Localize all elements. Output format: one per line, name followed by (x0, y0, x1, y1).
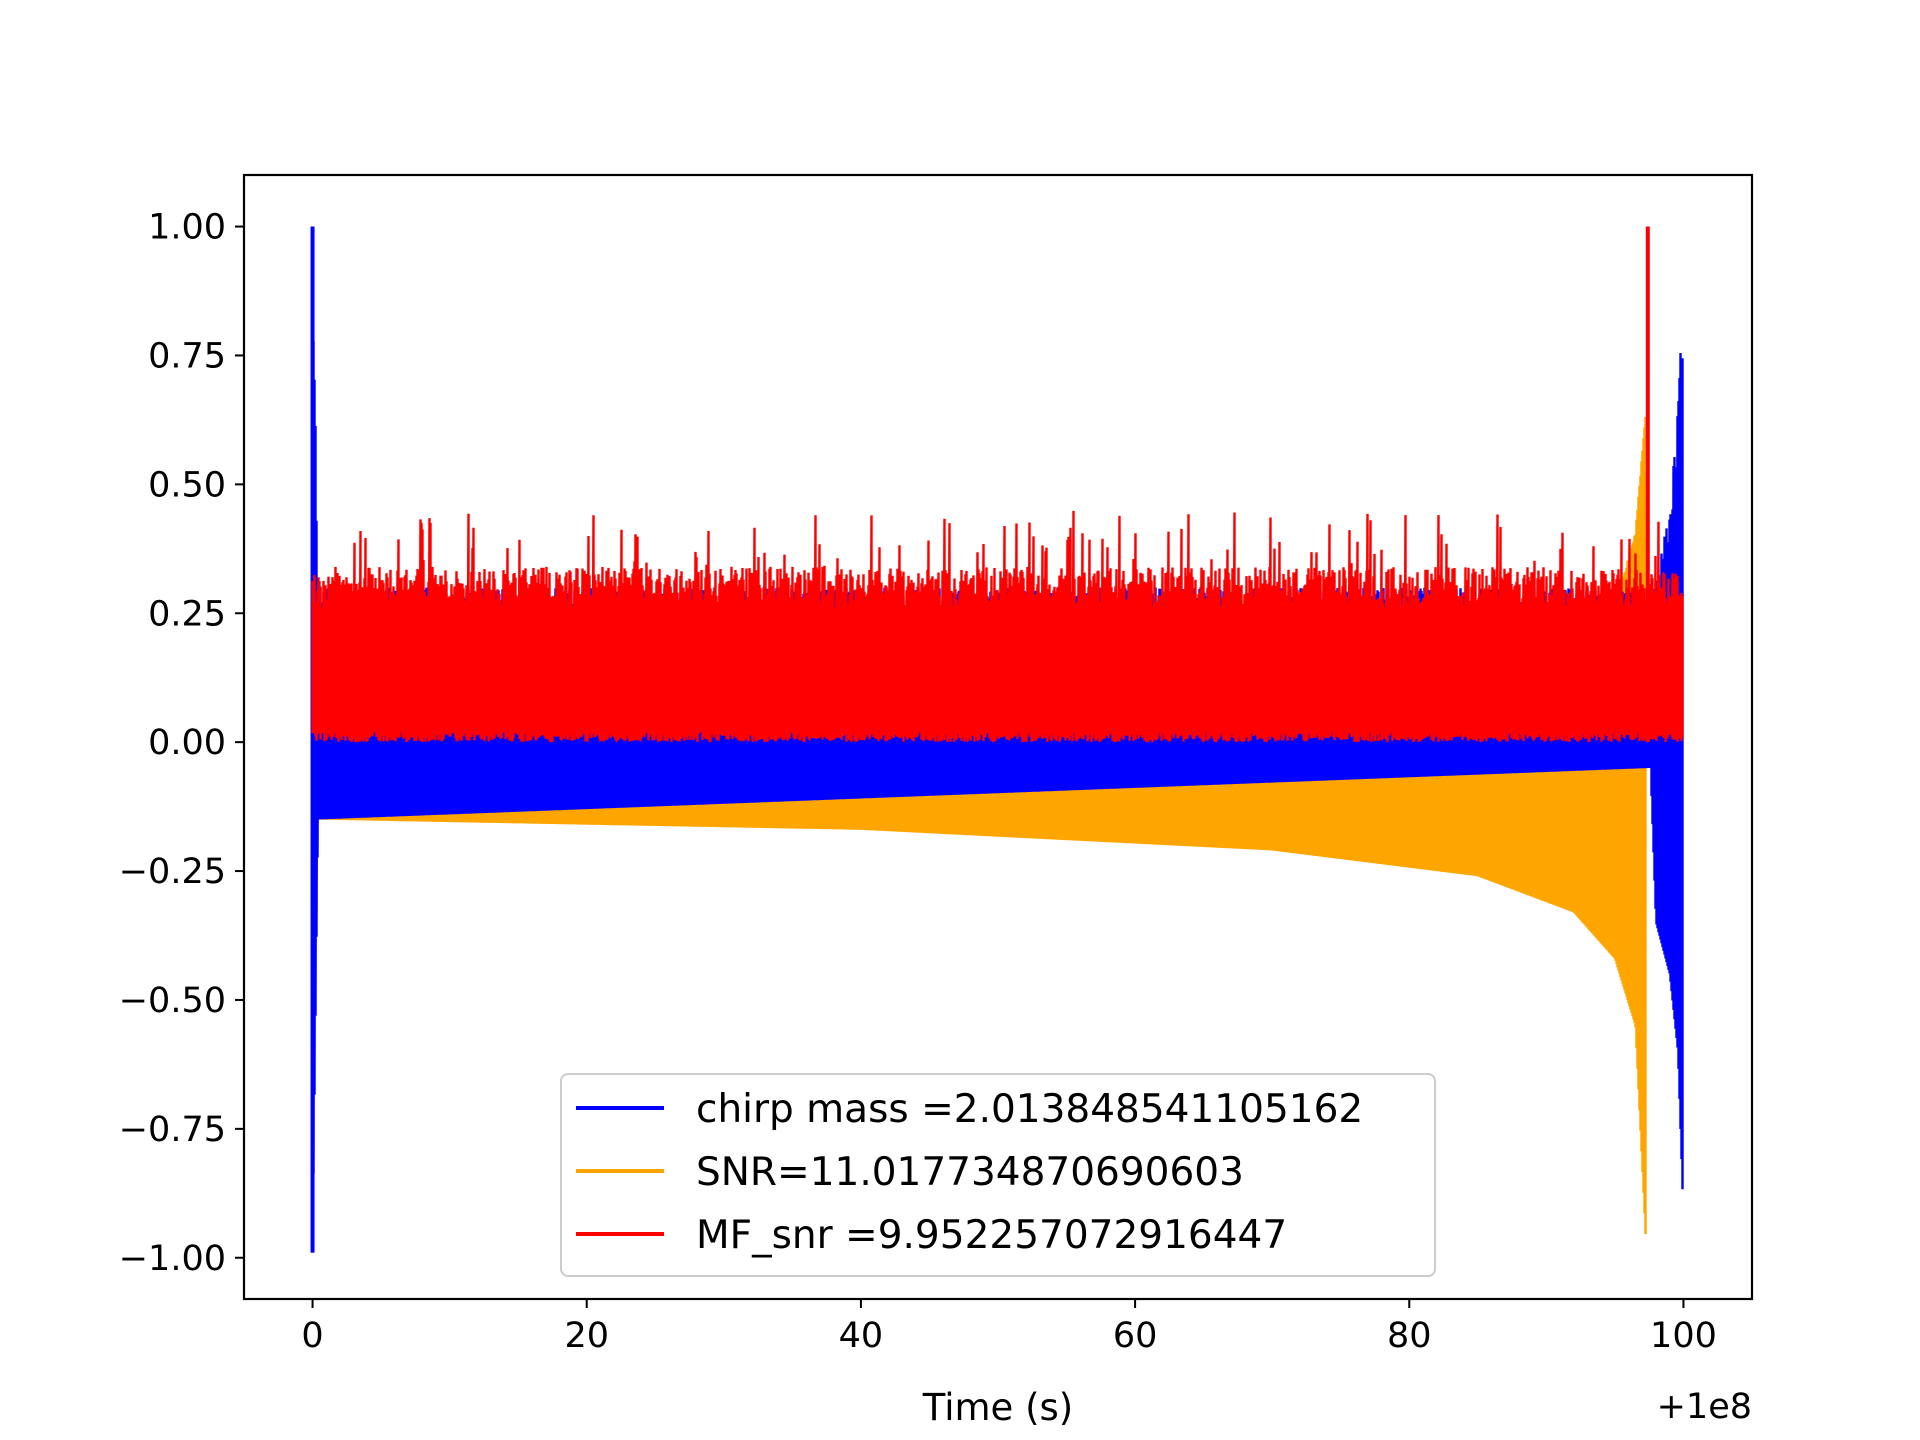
y-tick-label: −0.75 (119, 1110, 226, 1150)
x-tick-label: 40 (839, 1316, 884, 1356)
legend-label-mf-snr: MF_snr =9.952257072916447 (696, 1213, 1287, 1258)
y-tick-label: 0.25 (148, 594, 226, 634)
x-tick-label: 80 (1387, 1316, 1432, 1356)
axes-frame (242, 173, 1754, 1301)
x-tick-label: 20 (564, 1316, 609, 1356)
y-tick-label: 1.00 (148, 208, 226, 248)
x-axis-label: Time (s) (922, 1386, 1073, 1429)
series-mf-snr (311, 510, 1684, 743)
x-offset-label: +1e8 (1657, 1387, 1752, 1427)
x-tick-label: 0 (301, 1316, 323, 1356)
y-tick-label: 0.50 (148, 465, 226, 505)
x-tick-label: 60 (1113, 1316, 1158, 1356)
ticks-layer: 0 20 40 60 80 100 1.00 0.75 0.50 0.25 0.00 −0.25 −0.… (119, 208, 1717, 1356)
legend-label-chirp-mass: chirp mass =2.013848541105162 (696, 1087, 1363, 1132)
y-tick-label: 0.00 (148, 723, 226, 763)
x-tick-label: 100 (1650, 1316, 1717, 1356)
y-tick-label: −0.50 (119, 981, 226, 1021)
y-tick-label: −0.25 (119, 852, 226, 892)
y-tick-label: 0.75 (148, 336, 226, 376)
series-layer (310, 226, 1684, 1253)
y-tick-label: −1.00 (119, 1239, 226, 1279)
legend: chirp mass =2.013848541105162 SNR=11.017… (560, 1073, 1436, 1277)
legend-box (560, 1073, 1436, 1277)
legend-label-snr: SNR=11.017734870690603 (696, 1150, 1244, 1195)
